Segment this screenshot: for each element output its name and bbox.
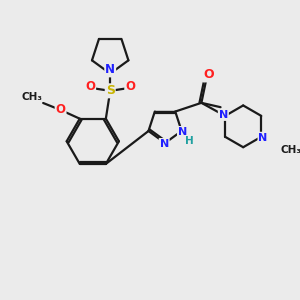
Text: O: O <box>85 80 95 93</box>
Text: H: H <box>185 136 194 146</box>
Text: CH₃: CH₃ <box>21 92 42 102</box>
Text: N: N <box>258 133 268 143</box>
Text: N: N <box>160 139 169 149</box>
Text: N: N <box>219 110 228 120</box>
Text: N: N <box>105 63 115 76</box>
Text: O: O <box>203 68 214 82</box>
Text: S: S <box>106 84 115 97</box>
Text: O: O <box>56 103 66 116</box>
Text: O: O <box>125 80 135 93</box>
Text: N: N <box>178 127 187 137</box>
Text: CH₃: CH₃ <box>280 145 300 154</box>
